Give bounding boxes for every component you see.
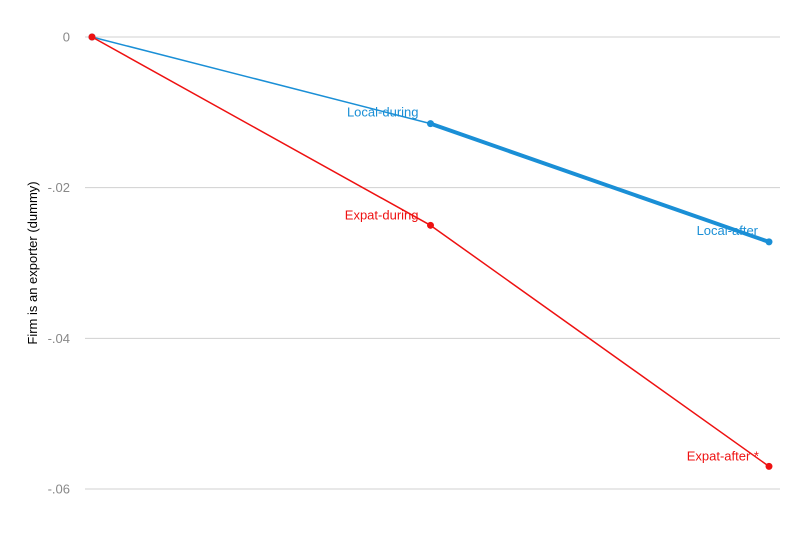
series-expat-segment: [429, 224, 770, 468]
data-label-local: Local-after: [697, 223, 759, 238]
point-labels: Local-during Local-after Expat-during Expat…: [345, 105, 759, 464]
series-local-segment: [428, 121, 771, 244]
data-label-expat: Expat-after *: [687, 448, 759, 463]
series-expat-point: [765, 462, 773, 470]
y-tick-label: -.06: [48, 482, 70, 497]
series-expat-point: [427, 221, 434, 229]
series-local: [88, 33, 773, 246]
series-local-point: [765, 238, 773, 246]
data-label-expat: Expat-during: [345, 207, 419, 222]
y-tick-label: -.02: [48, 180, 70, 195]
series-expat: [88, 33, 773, 470]
y-axis-ticks: 0 -.02 -.04 -.06: [48, 30, 70, 497]
y-axis-title: Firm is an exporter (dummy): [25, 181, 40, 344]
series-expat-point: [88, 33, 96, 41]
series: [88, 33, 773, 470]
gridlines: [85, 36, 780, 490]
y-tick-label: 0: [63, 30, 70, 45]
series-local-segment: [91, 36, 432, 125]
series-local-point: [427, 120, 434, 128]
series-expat-segment: [91, 36, 432, 227]
data-label-local: Local-during: [347, 105, 419, 120]
y-tick-label: -.04: [48, 331, 70, 346]
